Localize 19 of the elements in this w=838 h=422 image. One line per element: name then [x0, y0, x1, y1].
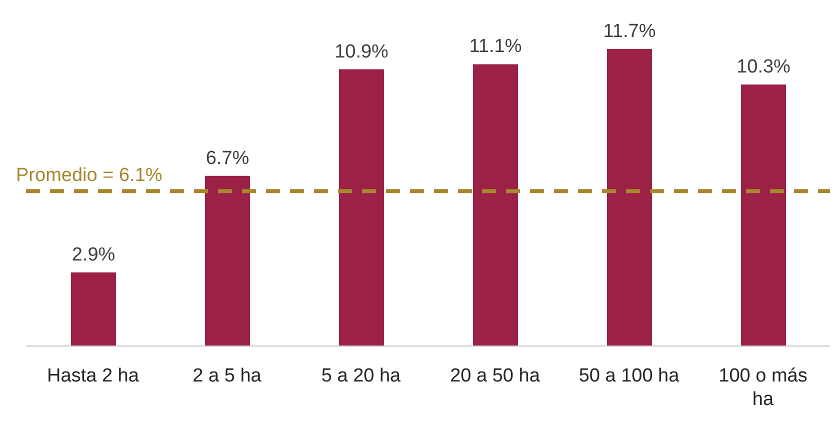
data-label: 10.9% [334, 41, 389, 62]
bar [205, 176, 250, 346]
x-tick-label: 20 a 50 ha [450, 365, 540, 386]
x-tick-label: 5 a 20 ha [321, 365, 402, 386]
bar [607, 49, 652, 346]
bar [741, 84, 786, 346]
data-label: 11.1% [469, 36, 522, 58]
data-label: 6.7% [206, 148, 250, 169]
data-label: 11.7% [603, 21, 656, 42]
data-label: 2.9% [72, 244, 116, 266]
bar [339, 69, 384, 346]
ref-line-label: Promedio = 6.1% [16, 165, 162, 186]
data-label: 10.3% [736, 56, 791, 78]
x-tick-label: 50 a 100 ha [578, 365, 680, 386]
x-tick-label: Hasta 2 ha [47, 365, 140, 386]
x-tick-label: 2 a 5 ha [192, 365, 262, 386]
x-tick-label: 100 o más ha [718, 365, 808, 410]
bar [473, 64, 518, 346]
bar [71, 272, 116, 346]
